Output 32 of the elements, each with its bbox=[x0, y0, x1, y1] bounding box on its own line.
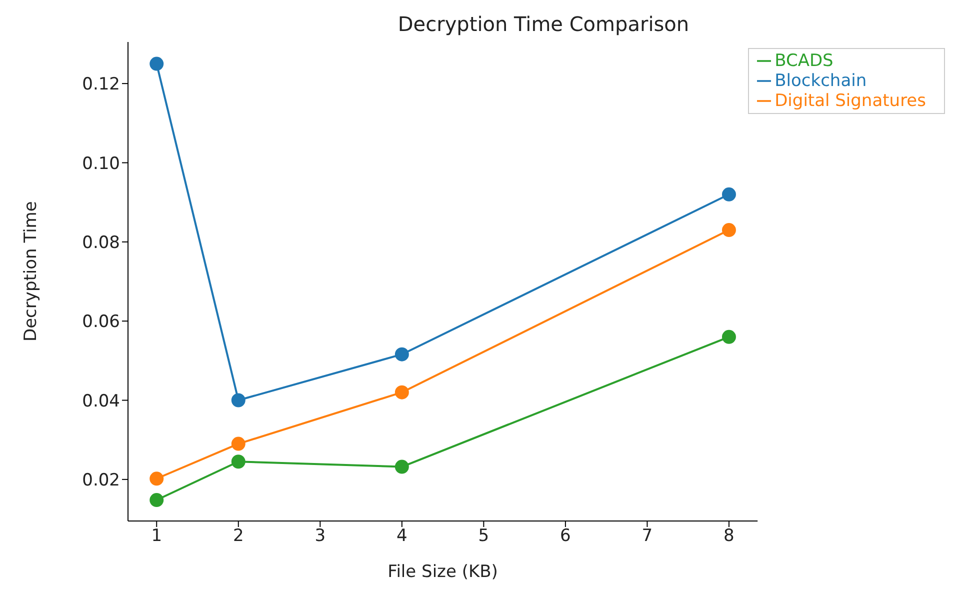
point bbox=[394, 385, 409, 400]
point bbox=[150, 56, 164, 71]
y-tick-label: 0.08 bbox=[82, 232, 120, 253]
x-axis-title: File Size (KB) bbox=[388, 562, 498, 582]
y-tick-label: 0.02 bbox=[82, 470, 120, 490]
x-tick-label: 4 bbox=[396, 526, 408, 546]
point bbox=[394, 347, 409, 362]
point bbox=[722, 223, 736, 238]
point bbox=[150, 493, 164, 508]
y-tick-label: 0.04 bbox=[82, 391, 120, 412]
legend-label: Digital Signatures bbox=[774, 91, 926, 111]
point bbox=[231, 393, 246, 408]
x-tick-label: 8 bbox=[724, 526, 734, 546]
y-axis-title: Decryption Time bbox=[21, 201, 42, 342]
x-tick-label: 3 bbox=[314, 526, 326, 546]
y-tick-label: 0.06 bbox=[82, 312, 120, 332]
point bbox=[231, 436, 246, 451]
point bbox=[231, 454, 246, 469]
x-tick-label: 7 bbox=[642, 526, 653, 546]
x-tick-label: 1 bbox=[151, 526, 162, 546]
point bbox=[150, 472, 164, 486]
x-tick-label: 6 bbox=[560, 526, 571, 546]
legend-label: Blockchain bbox=[774, 71, 867, 91]
x-tick-label: 5 bbox=[478, 526, 490, 546]
point bbox=[394, 460, 409, 474]
y-tick-label: 0.10 bbox=[82, 154, 120, 174]
point bbox=[722, 187, 736, 202]
x-tick-label: 2 bbox=[232, 526, 244, 546]
chart-title: Decryption Time Comparison bbox=[396, 12, 690, 36]
y-tick-label: 0.12 bbox=[82, 74, 120, 95]
legend-label: BCADS bbox=[774, 51, 834, 71]
point bbox=[722, 330, 736, 344]
